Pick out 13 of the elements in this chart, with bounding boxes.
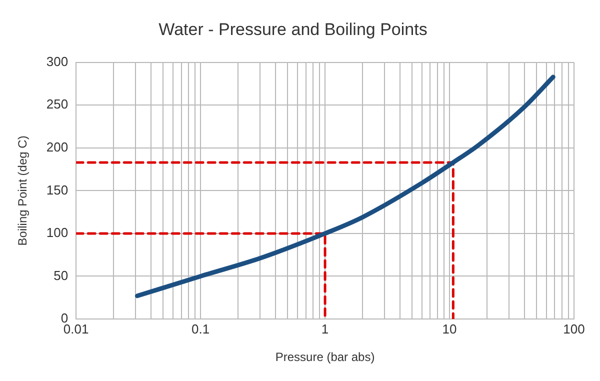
x-tick-label: 1 — [321, 321, 329, 336]
y-tick-label: 100 — [46, 225, 68, 240]
y-axis-title: Boiling Point (deg C) — [16, 136, 30, 246]
y-tick-label: 150 — [46, 182, 68, 198]
y-tick-label: 200 — [46, 140, 68, 155]
x-tick-label: 0.1 — [192, 321, 210, 336]
y-tick-label: 250 — [46, 96, 68, 112]
chart-title: Water - Pressure and Boiling Points — [158, 20, 428, 39]
x-axis-title: Pressure (bar abs) — [275, 350, 375, 364]
x-tick-label: 10 — [442, 321, 457, 336]
y-tick-label: 50 — [54, 268, 68, 283]
x-tick-label: 100 — [563, 321, 585, 336]
y-tick-label: 300 — [46, 54, 68, 69]
